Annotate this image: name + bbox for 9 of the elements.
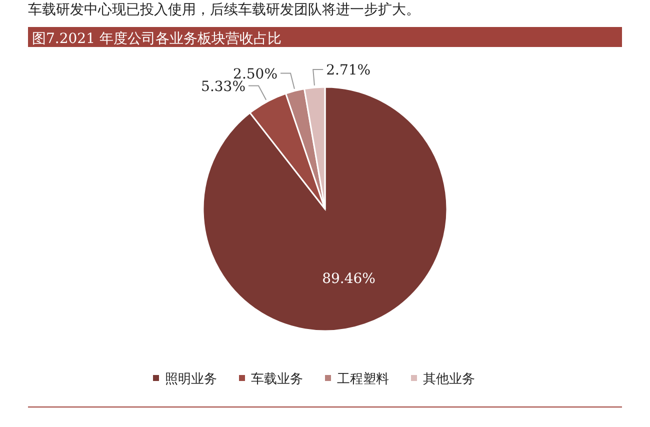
text: 车载研发中心现已投入使用，后续车载研发团队将进一步扩大。 xyxy=(28,2,420,18)
chart-title: 图7.2021 年度公司各业务板块营收占比 xyxy=(32,31,282,47)
legend-label: 车载业务 xyxy=(251,372,303,387)
legend-label: 照明业务 xyxy=(165,372,217,387)
legend-label: 工程塑料 xyxy=(337,371,389,387)
data-label: 5.33% xyxy=(201,78,246,95)
legend-label: 其他业务 xyxy=(423,372,475,387)
data-label: 89.46% xyxy=(322,271,376,288)
data-label: 2.71% xyxy=(326,62,371,79)
